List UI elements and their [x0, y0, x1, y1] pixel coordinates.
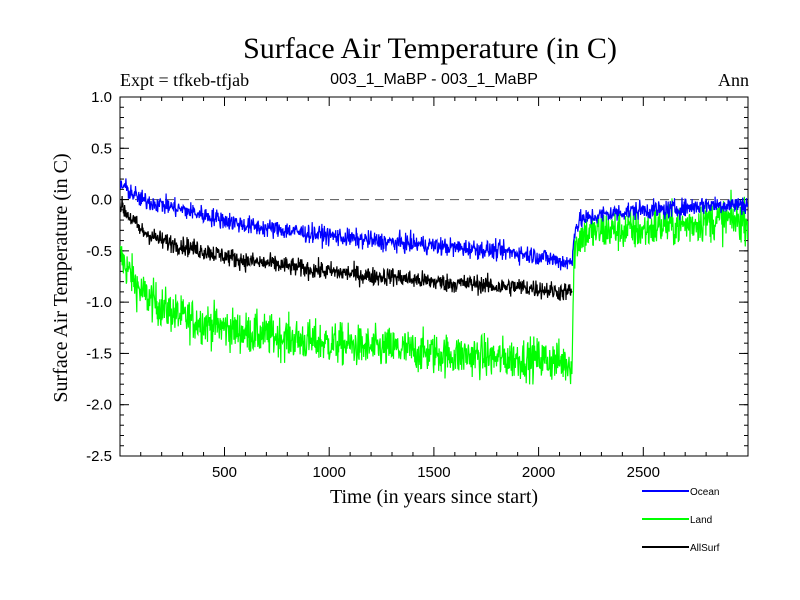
series-line-land	[120, 189, 748, 385]
x-tick-label: 1500	[417, 464, 450, 481]
legend-label-allsurf: AllSurf	[690, 543, 720, 554]
plot-frame	[119, 96, 749, 457]
y-tick-label: 0.0	[91, 192, 112, 209]
x-tick-label: 1000	[313, 464, 346, 481]
y-tick-label: -1.5	[86, 345, 112, 362]
y-tick-label: -1.0	[86, 294, 112, 311]
chart-title: Surface Air Temperature (in C)	[243, 32, 617, 65]
plot-area: 500 1000 1500 2000 2500 1.0 0.5 0.0 -0.5 -1.0 -1.5…	[86, 89, 749, 481]
experiment-label: Expt = tfkeb-tfjab	[120, 70, 249, 90]
y-tick-label: 1.0	[91, 89, 112, 106]
period-label: Ann	[718, 70, 749, 90]
series-line-ocean	[120, 178, 748, 271]
legend: Ocean Land AllSurf	[642, 487, 720, 554]
series-line-allsurf	[120, 195, 573, 301]
x-tick-label: 2000	[522, 464, 555, 481]
y-tick-label: 0.5	[91, 140, 112, 157]
legend-label-land: Land	[690, 515, 712, 526]
x-axis-label: Time (in years since start)	[330, 486, 538, 508]
y-axis-label: Surface Air Temperature (in C)	[50, 153, 72, 402]
y-tick-label: -2.5	[86, 448, 112, 465]
chart-subtitle: 003_1_MaBP - 003_1_MaBP	[330, 71, 538, 88]
y-tick-label: -2.0	[86, 397, 112, 414]
legend-label-ocean: Ocean	[690, 487, 719, 498]
y-tick-label: -0.5	[86, 243, 112, 260]
x-tick-label: 2500	[627, 464, 660, 481]
x-tick-label: 500	[212, 464, 237, 481]
